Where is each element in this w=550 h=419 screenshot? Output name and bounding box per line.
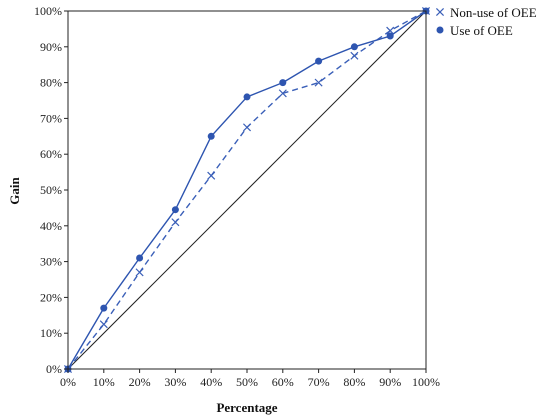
x-marker-stroke	[135, 268, 144, 277]
x-tick-label: 20%	[129, 375, 151, 389]
legend-dot-glyph	[436, 26, 444, 34]
data-point-dot	[171, 206, 179, 214]
x-tick-label: 60%	[272, 375, 294, 389]
data-point-x-marker	[99, 320, 108, 329]
legend-label-non-use: Non-use of OEE	[450, 5, 537, 20]
x-tick-label: 10%	[93, 375, 115, 389]
reference-diagonal-line	[67, 10, 427, 370]
x-marker-stroke	[350, 51, 359, 60]
x-tick-label: 100%	[412, 375, 440, 389]
legend-entry-use: Use of OEE	[436, 23, 513, 38]
x-tick-label: 0%	[60, 375, 76, 389]
legend-entry-non-use: Non-use of OEE	[435, 5, 537, 20]
data-point-x-marker	[171, 218, 180, 227]
x-tick-label: 30%	[164, 375, 186, 389]
y-tick-label: 80%	[40, 76, 62, 90]
x-tick-label: 90%	[379, 375, 401, 389]
x-marker-stroke	[435, 7, 445, 17]
y-tick-label: 0%	[46, 362, 62, 376]
data-point-dot	[279, 79, 287, 87]
x-tick-label: 70%	[308, 375, 330, 389]
data-point-x-marker	[242, 123, 252, 132]
x-marker-stroke	[171, 218, 180, 227]
x-marker-stroke	[99, 320, 108, 329]
data-point-dot	[386, 32, 394, 40]
data-point-dot	[315, 57, 323, 65]
x-marker-stroke	[207, 171, 216, 180]
data-point-x-marker	[207, 171, 216, 180]
legend-x-glyph	[435, 7, 445, 17]
y-tick-label: 40%	[40, 219, 62, 233]
y-tick-label: 90%	[40, 40, 62, 54]
y-tick-label: 70%	[40, 111, 62, 125]
legend-label-use: Use of OEE	[450, 23, 513, 38]
x-axis-title: Percentage	[216, 400, 277, 415]
y-tick-label: 100%	[34, 4, 62, 18]
data-point-x-marker	[278, 89, 287, 98]
data-point-dot	[350, 43, 358, 51]
x-marker-stroke	[278, 89, 287, 98]
y-tick-label: 10%	[40, 326, 62, 340]
data-point-x-marker	[135, 268, 144, 277]
x-tick-label: 80%	[343, 375, 365, 389]
ticks-layer: 0%0% 10% 10% 20% 20% 30% 30% 40% 40% 50% 50% 60% 60%…	[34, 4, 440, 389]
data-point-dot	[207, 132, 215, 140]
x-marker-stroke	[242, 123, 252, 132]
series-layer	[63, 6, 431, 374]
y-tick-label: 60%	[40, 147, 62, 161]
legend-dot-marker-icon	[436, 26, 444, 34]
x-tick-label: 40%	[200, 375, 222, 389]
reference-line-layer	[67, 10, 427, 370]
data-point-dot	[243, 93, 251, 101]
x-tick-label: 50%	[236, 375, 258, 389]
y-tick-label: 20%	[40, 290, 62, 304]
data-point-x-marker	[350, 51, 359, 60]
y-tick-label: 30%	[40, 255, 62, 269]
data-point-x-marker	[314, 78, 323, 87]
x-marker-stroke	[314, 78, 323, 87]
x-marker-stroke	[386, 26, 395, 35]
y-tick-label: 50%	[40, 183, 62, 197]
data-point-dot	[100, 304, 108, 312]
data-point-x-marker	[386, 26, 395, 35]
y-axis-title: Gain	[7, 177, 22, 205]
data-point-dot	[136, 254, 144, 262]
legend-x-marker-icon	[435, 7, 445, 17]
legend: Non-use of OEE Use of OEE	[435, 5, 537, 38]
